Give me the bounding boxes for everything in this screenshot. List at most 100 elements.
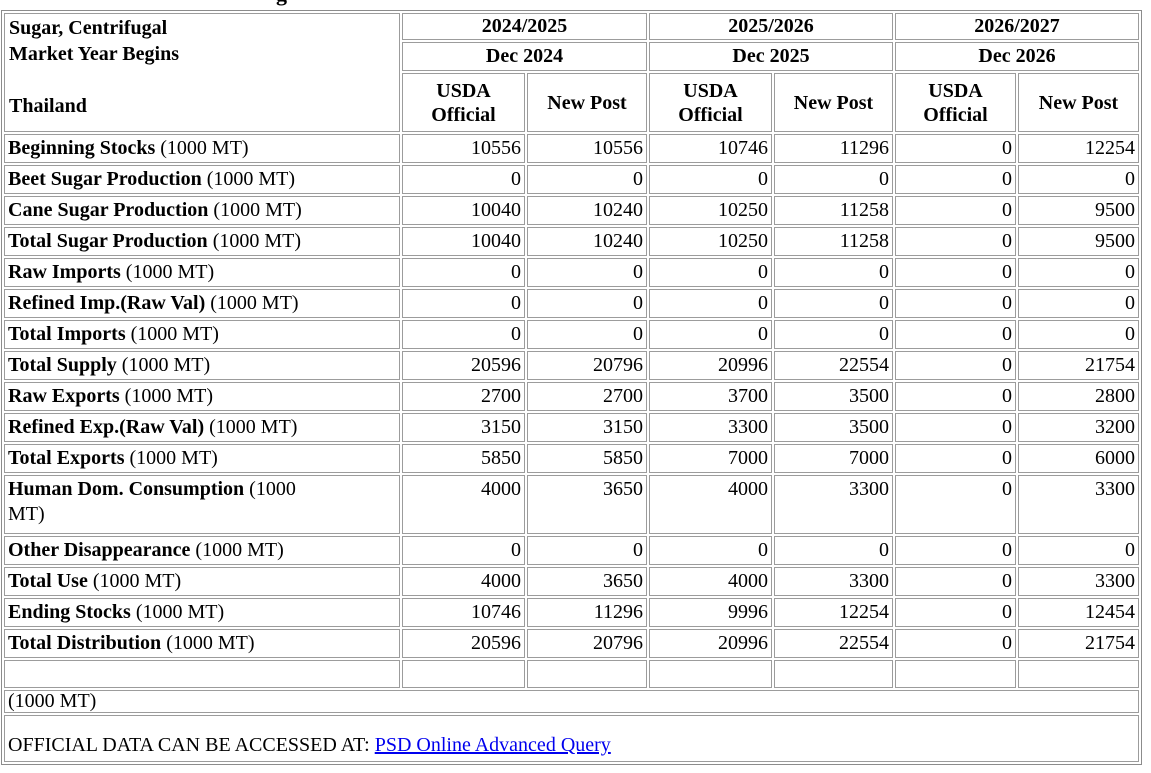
value-cell: 0 xyxy=(895,598,1016,627)
row-label: Total Supply (1000 MT) xyxy=(4,351,400,380)
value-cell: 0 xyxy=(895,567,1016,596)
value-cell: 12254 xyxy=(1018,134,1139,163)
value-cell: 0 xyxy=(774,320,893,349)
row-label-text: Ending Stocks xyxy=(8,601,131,623)
table-row: Human Dom. Consumption (1000 MT) 4000 3650… xyxy=(4,475,1139,534)
value-cell: 6000 xyxy=(1018,444,1139,473)
footer-note-cell: OFFICIAL DATA CAN BE ACCESSED AT: PSD On… xyxy=(4,715,1139,762)
row-unit-text: (1000 MT) xyxy=(129,447,218,469)
value-cell: 3500 xyxy=(774,382,893,411)
value-cell: 11258 xyxy=(774,227,893,256)
value-cell: 3300 xyxy=(1018,475,1139,534)
row-label: Raw Exports (1000 MT) xyxy=(4,382,400,411)
table-row: Raw Imports (1000 MT) 0 0 0 0 0 0 xyxy=(4,258,1139,287)
row-unit-text: (1000 MT) xyxy=(135,601,225,623)
row-label xyxy=(4,660,400,688)
row-label-text: Raw Imports xyxy=(8,261,121,283)
row-label-text: Beet Sugar Production xyxy=(8,168,202,190)
value-cell: 0 xyxy=(1018,536,1139,565)
value-cell: 7000 xyxy=(649,444,772,473)
row-label: Refined Exp.(Raw Val) (1000 MT) xyxy=(4,413,400,442)
market-year-begins-label: Market Year Begins xyxy=(9,43,179,65)
value-cell: 0 xyxy=(895,134,1016,163)
table-row: Refined Exp.(Raw Val) (1000 MT) 3150 3150 3… xyxy=(4,413,1139,442)
value-cell: 0 xyxy=(895,382,1016,411)
value-cell: 4000 xyxy=(649,475,772,534)
value-cell: 0 xyxy=(527,536,647,565)
value-cell: 0 xyxy=(895,196,1016,225)
value-cell: 12254 xyxy=(774,598,893,627)
row-unit-text: (1000 MT) xyxy=(160,137,249,159)
table-row: Total Imports (1000 MT) 0 0 0 0 0 0 xyxy=(4,320,1139,349)
row-label: Ending Stocks (1000 MT) xyxy=(4,598,400,627)
country-name: Thailand xyxy=(9,95,87,117)
value-cell: 0 xyxy=(527,258,647,287)
value-cell: 2800 xyxy=(1018,382,1139,411)
value-cell: 0 xyxy=(649,320,772,349)
value-cell: 22554 xyxy=(774,629,893,658)
value-cell: 9996 xyxy=(649,598,772,627)
value-cell: 0 xyxy=(649,165,772,194)
year-header-2025-2026: 2025/2026 xyxy=(649,13,893,40)
row-label-text: Human Dom. Consumption xyxy=(8,478,245,500)
row-label-text: Total Sugar Production xyxy=(8,230,208,252)
row-unit-text: (1000 MT) xyxy=(121,354,211,376)
value-cell: 0 xyxy=(774,258,893,287)
value-cell: 2700 xyxy=(402,382,525,411)
market-begins-dec-2025: Dec 2025 xyxy=(649,42,893,71)
row-label: Human Dom. Consumption (1000 MT) xyxy=(4,475,400,534)
row-label: Total Imports (1000 MT) xyxy=(4,320,400,349)
value-cell: 0 xyxy=(1018,320,1139,349)
usda-official-header: USDA Official xyxy=(895,73,1016,132)
value-cell: 3150 xyxy=(402,413,525,442)
row-unit-text: (1000 MT) xyxy=(124,385,213,407)
row-unit-text: (1000 MT) xyxy=(212,230,302,252)
row-unit-text: (1000 MT) xyxy=(92,570,182,592)
value-cell: 10240 xyxy=(527,227,647,256)
new-post-header: New Post xyxy=(1018,73,1139,132)
value-cell: 0 xyxy=(1018,165,1139,194)
value-cell: 21754 xyxy=(1018,351,1139,380)
value-cell: 0 xyxy=(895,320,1016,349)
psd-online-advanced-query-link[interactable]: PSD Online Advanced Query xyxy=(374,734,611,756)
table-row: Raw Exports (1000 MT) 2700 2700 3700 3500 0 28… xyxy=(4,382,1139,411)
value-cell: 20996 xyxy=(649,629,772,658)
value-cell: 20596 xyxy=(402,351,525,380)
value-cell: 2700 xyxy=(527,382,647,411)
value-cell: 0 xyxy=(402,320,525,349)
value-cell xyxy=(649,660,772,688)
value-cell: 10250 xyxy=(649,196,772,225)
row-unit-text: (1000 MT) xyxy=(8,478,296,525)
table-body: Sugar, Centrifugal Market Year Begins Th… xyxy=(4,13,1139,762)
value-cell: 10746 xyxy=(402,598,525,627)
row-label: Total Distribution (1000 MT) xyxy=(4,629,400,658)
market-begins-dec-2024: Dec 2024 xyxy=(402,42,647,71)
value-cell: 3300 xyxy=(774,567,893,596)
row-label: Total Use (1000 MT) xyxy=(4,567,400,596)
row-label-text: Beginning Stocks xyxy=(8,137,156,159)
footer-unit-row: (1000 MT) xyxy=(4,690,1139,713)
market-begins-dec-2026: Dec 2026 xyxy=(895,42,1139,71)
value-cell xyxy=(1018,660,1139,688)
row-label-text: Refined Imp.(Raw Val) xyxy=(8,292,206,314)
table-row: Other Disappearance (1000 MT) 0 0 0 0 0 0 xyxy=(4,536,1139,565)
table-row: Total Exports (1000 MT) 5850 5850 7000 7000 0… xyxy=(4,444,1139,473)
value-cell: 0 xyxy=(402,536,525,565)
row-label-text: Refined Exp.(Raw Val) xyxy=(8,416,205,438)
value-cell: 10040 xyxy=(402,196,525,225)
value-cell: 0 xyxy=(774,536,893,565)
row-label-text: Raw Exports xyxy=(8,385,120,407)
value-cell: 10040 xyxy=(402,227,525,256)
value-cell: 20796 xyxy=(527,629,647,658)
row-unit-text: (1000 MT) xyxy=(210,292,299,314)
row-label: Beginning Stocks (1000 MT) xyxy=(4,134,400,163)
value-cell: 10556 xyxy=(402,134,525,163)
value-cell: 0 xyxy=(895,629,1016,658)
value-cell xyxy=(774,660,893,688)
value-cell: 0 xyxy=(895,289,1016,318)
usda-official-header: USDA Official xyxy=(402,73,525,132)
usda-official-header: USDA Official xyxy=(649,73,772,132)
row-label-text: Total Supply xyxy=(8,354,117,376)
value-cell: 9500 xyxy=(1018,196,1139,225)
value-cell: 0 xyxy=(774,165,893,194)
